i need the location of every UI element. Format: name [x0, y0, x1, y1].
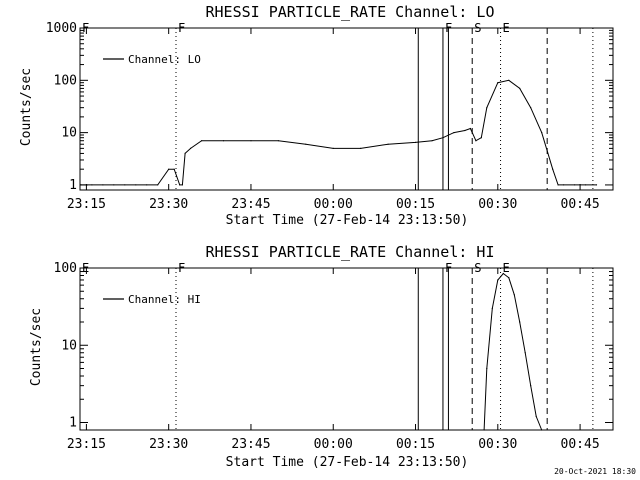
data-point: [469, 127, 471, 130]
hi-axis-ticks: 23:15 23:30 23:45 00:00 00:15 00:30 00:45 1 10 10…: [54, 261, 613, 452]
data-point: [530, 385, 532, 387]
data-point: [513, 294, 515, 296]
data-point: [508, 277, 510, 279]
x-tick-label: 00:45: [561, 437, 600, 452]
lo-axis-ticks: 23:15 23:30 23:45 00:00 00:15 00:30 00:45 1 10 10…: [46, 21, 613, 212]
x-tick-label: 23:45: [231, 197, 270, 212]
data-point: [497, 279, 499, 281]
data-point: [464, 129, 466, 132]
data-point: [135, 184, 137, 186]
x-tick-label: 00:45: [561, 197, 600, 212]
data-point: [414, 141, 417, 143]
data-point: [184, 152, 186, 154]
data-point: [497, 82, 499, 84]
data-point: [113, 184, 115, 186]
data-point: [442, 137, 444, 139]
hi-x-axis-label: Start Time (27-Feb-14 23:13:50): [226, 455, 469, 470]
lo-channel-panel: RHESSI PARTICLE_RATE Channel: LO Counts/…: [19, 3, 614, 228]
hi-plot-frame: [79, 267, 614, 431]
x-tick-label: 23:30: [149, 197, 188, 212]
x-tick-label: 00:00: [314, 437, 353, 452]
hi-legend: Channel: HI: [103, 293, 201, 306]
data-point: [157, 184, 159, 186]
data-point: [168, 168, 170, 170]
data-point: [563, 184, 565, 186]
y-tick-label: 1000: [46, 21, 77, 36]
data-point: [530, 107, 532, 109]
data-point: [387, 143, 389, 145]
x-tick-label: 00:15: [396, 197, 435, 212]
data-point: [332, 147, 334, 149]
x-tick-label: 23:15: [67, 437, 106, 452]
data-point: [222, 140, 225, 142]
data-point: [595, 184, 598, 186]
data-point: [508, 79, 510, 81]
data-point: [173, 168, 175, 170]
y-tick-label: 10: [61, 126, 77, 141]
data-point: [360, 147, 362, 149]
data-point: [480, 137, 482, 139]
lo-x-axis-label: Start Time (27-Feb-14 23:13:50): [226, 213, 469, 228]
data-point: [524, 352, 526, 354]
x-tick-label: 23:15: [67, 197, 106, 212]
data-point: [475, 140, 477, 142]
lo-legend: Channel: LO: [103, 53, 201, 66]
data-point: [453, 132, 455, 134]
data-point: [519, 321, 521, 323]
series-line: [483, 272, 543, 431]
data-point: [179, 184, 181, 186]
data-point: [486, 367, 488, 370]
data-point: [486, 107, 488, 109]
data-point: [124, 184, 126, 186]
hi-channel-panel: RHESSI PARTICLE_RATE Channel: HI Counts/…: [29, 243, 614, 470]
data-point: [491, 307, 493, 309]
lo-y-axis-label: Counts/sec: [19, 68, 34, 146]
data-point: [91, 184, 93, 186]
hi-chart-title: RHESSI PARTICLE_RATE Channel: HI: [206, 243, 495, 261]
y-tick-label: 100: [54, 261, 77, 276]
x-tick-label: 23:30: [149, 437, 188, 452]
data-point: [519, 87, 521, 89]
data-point: [541, 132, 543, 134]
hi-y-axis-label: Counts/sec: [29, 308, 44, 386]
series-line: [80, 79, 597, 186]
hi-series-group: [483, 272, 543, 431]
data-point: [557, 184, 559, 186]
x-tick-label: 00:00: [314, 197, 353, 212]
data-point: [552, 168, 554, 170]
data-point: [431, 140, 433, 142]
data-point: [190, 147, 192, 149]
data-point: [102, 184, 104, 186]
data-point: [502, 272, 504, 275]
data-point: [585, 184, 587, 186]
data-point: [277, 140, 279, 142]
data-point: [201, 140, 203, 142]
y-tick-label: 10: [61, 338, 77, 353]
x-tick-label: 23:45: [231, 437, 270, 452]
x-tick-label: 00:30: [478, 437, 517, 452]
lo-chart-title: RHESSI PARTICLE_RATE Channel: LO: [206, 3, 495, 21]
data-point: [250, 140, 252, 142]
hi-legend-label: Channel: HI: [128, 293, 201, 306]
x-tick-label: 00:15: [396, 437, 435, 452]
data-point: [305, 143, 307, 145]
footer-timestamp: 20-Oct-2021 18:30: [554, 467, 636, 476]
data-point: [146, 184, 148, 186]
y-tick-label: 1: [69, 416, 77, 431]
x-tick-label: 00:30: [478, 197, 517, 212]
data-point: [574, 184, 576, 186]
data-point: [181, 184, 183, 186]
y-tick-label: 100: [54, 73, 77, 88]
lo-plot-frame: [79, 27, 614, 191]
lo-legend-label: Channel: LO: [128, 53, 201, 66]
y-tick-label: 1: [69, 178, 77, 193]
data-point: [535, 415, 537, 417]
